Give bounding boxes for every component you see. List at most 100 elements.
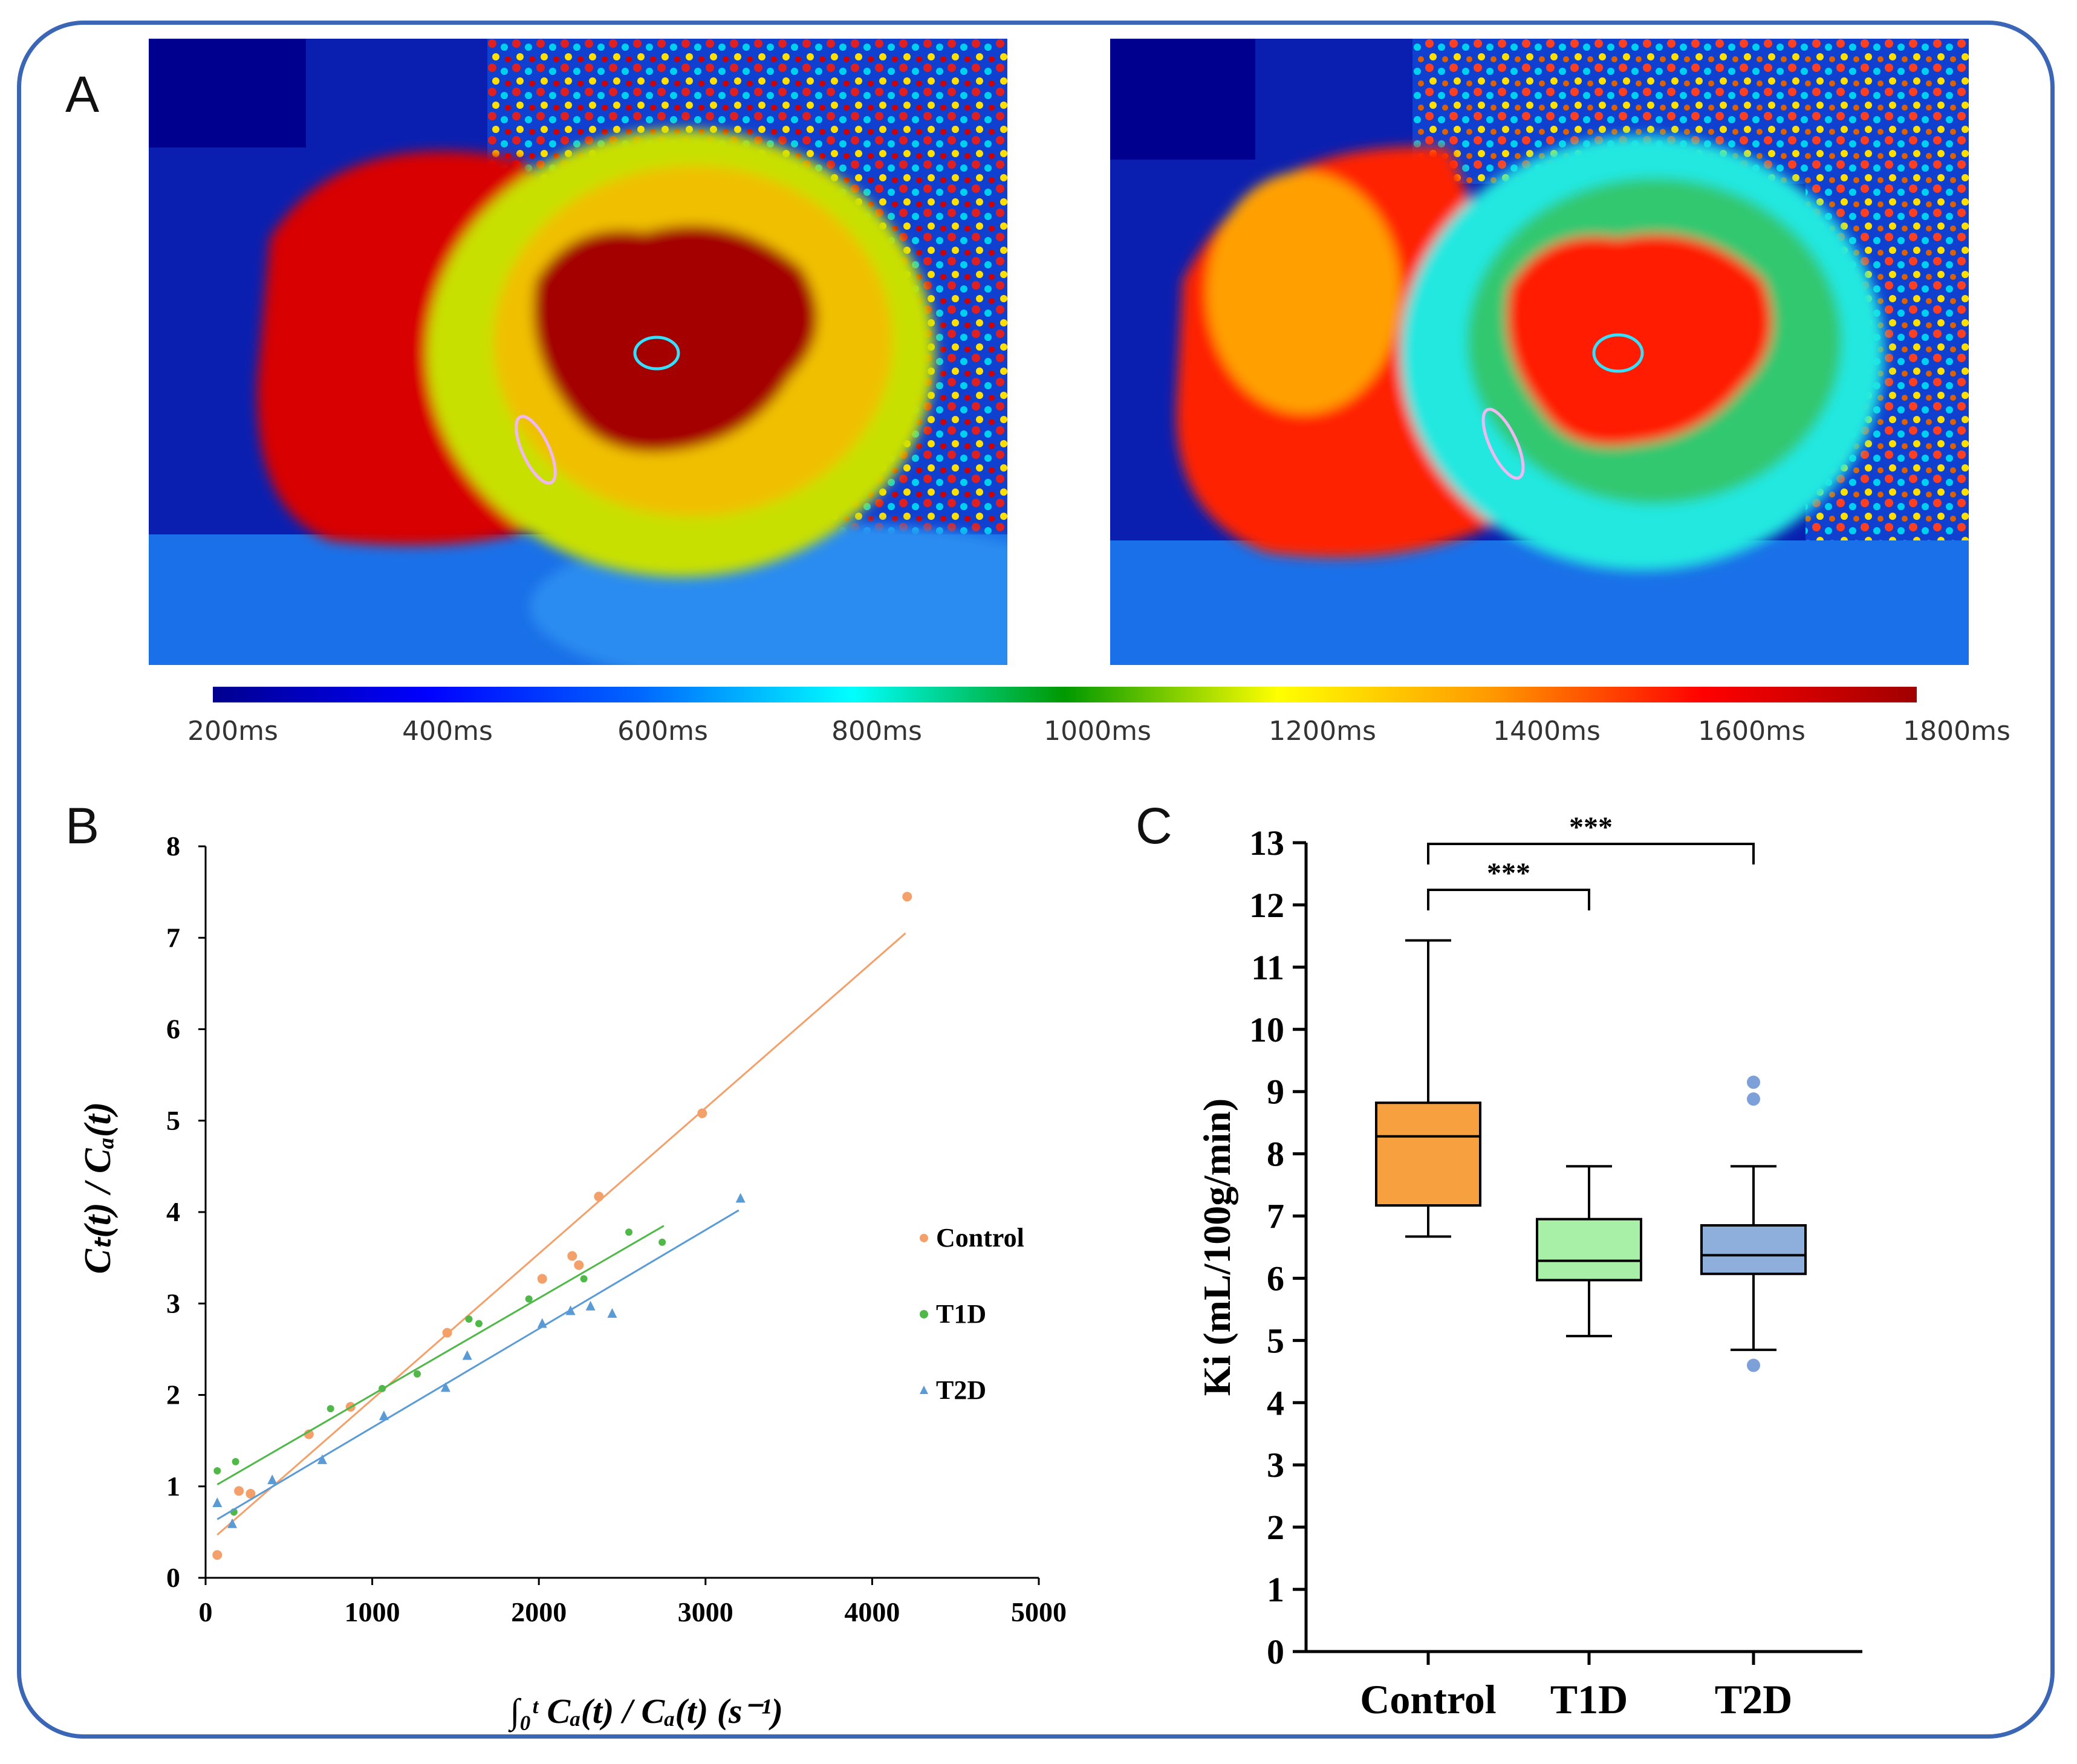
series-t2d xyxy=(212,1193,746,1528)
y-tick-label: 4 xyxy=(166,1196,180,1227)
significance-label: *** xyxy=(1569,811,1613,843)
lv-blood-pool xyxy=(1506,234,1772,446)
y-tick-label: 2 xyxy=(1267,1508,1284,1547)
colorbar-tick-label: 400ms xyxy=(402,716,493,747)
x-tick-label: T2D xyxy=(1715,1676,1792,1722)
colorbar-tick-label: 1200ms xyxy=(1269,716,1376,747)
y-tick-label: 8 xyxy=(166,831,180,861)
legend-marker xyxy=(920,1310,928,1318)
data-point xyxy=(625,1228,633,1236)
x-tick-label: 1000 xyxy=(345,1597,400,1627)
data-point xyxy=(212,1497,223,1507)
y-tick-label: 0 xyxy=(1267,1632,1284,1672)
data-point xyxy=(465,1315,473,1323)
y-tick-label: 6 xyxy=(1267,1259,1284,1298)
data-point xyxy=(537,1318,547,1328)
y-tick-label: 3 xyxy=(166,1288,180,1318)
significance-bracket: *** xyxy=(1427,857,1590,910)
y-tick-label: 12 xyxy=(1249,886,1284,925)
iqr-box xyxy=(1700,1224,1807,1276)
data-point xyxy=(574,1260,584,1270)
y-tick-label: 9 xyxy=(1267,1072,1284,1112)
y-tick-label: 6 xyxy=(166,1014,180,1045)
legend-label: Control xyxy=(936,1223,1024,1253)
data-point xyxy=(594,1192,604,1202)
colorbar xyxy=(213,687,1917,702)
colorbar-tick-label: 1600ms xyxy=(1698,716,1806,747)
bracket-line xyxy=(1427,889,1590,910)
y-axis-label: Ki (mL/100g/min) xyxy=(1195,1098,1238,1396)
data-point xyxy=(567,1251,577,1261)
y-axis-label: Cₜ(t) / Cₐ(t) xyxy=(77,1102,119,1274)
y-tick-label: 7 xyxy=(166,922,180,953)
data-point xyxy=(245,1488,256,1499)
bracket-line xyxy=(1427,843,1755,864)
x-tick-label: 2000 xyxy=(511,1597,567,1627)
data-point xyxy=(902,892,912,902)
data-point xyxy=(462,1350,472,1360)
significance-label: *** xyxy=(1487,857,1530,889)
x-tick-label: T1D xyxy=(1550,1676,1628,1722)
data-point xyxy=(414,1370,421,1378)
roi-lv-cavity xyxy=(1592,333,1644,373)
t1-map-control xyxy=(149,39,1007,665)
box-t1d xyxy=(1536,1165,1642,1338)
legend-label: T1D xyxy=(936,1299,986,1329)
data-point xyxy=(379,1384,386,1392)
box-t2d xyxy=(1700,1075,1807,1372)
y-tick-label: 3 xyxy=(1267,1445,1284,1485)
x-tick-label: 0 xyxy=(199,1597,213,1627)
data-point xyxy=(525,1295,533,1303)
fit-line xyxy=(216,932,906,1536)
iqr-box xyxy=(1375,1101,1481,1207)
data-point xyxy=(735,1193,746,1203)
legend-marker xyxy=(920,1234,928,1242)
outlier-point xyxy=(1747,1075,1760,1089)
data-point xyxy=(607,1308,617,1318)
roi-septum xyxy=(515,415,557,485)
box-control xyxy=(1375,939,1481,1238)
data-point xyxy=(317,1454,327,1464)
significance-bracket: *** xyxy=(1427,811,1755,864)
data-point xyxy=(213,1467,221,1475)
outlier-point xyxy=(1747,1092,1760,1106)
data-point xyxy=(227,1518,238,1528)
colorbar-tick-label: 800ms xyxy=(831,716,922,747)
data-point xyxy=(232,1458,239,1465)
panel-label-c: C xyxy=(1136,797,1172,854)
y-tick-label: 1 xyxy=(1267,1570,1284,1609)
panel-label-b: B xyxy=(65,797,100,854)
y-tick-label: 13 xyxy=(1249,823,1284,863)
y-tick-label: 10 xyxy=(1249,1010,1284,1049)
data-point xyxy=(658,1238,666,1246)
lv-blood-pool xyxy=(533,225,817,452)
colorbar-tick-label: 1000ms xyxy=(1044,716,1151,747)
y-tick-label: 11 xyxy=(1251,948,1284,987)
t1-map-diabetic xyxy=(1110,39,1969,665)
data-point xyxy=(379,1410,389,1421)
colorbar-tick-label: 600ms xyxy=(617,716,708,747)
y-tick-label: 4 xyxy=(1267,1383,1284,1422)
data-point xyxy=(580,1275,588,1283)
data-point xyxy=(327,1405,334,1413)
x-axis-label: ∫₀ᵗ Cₐ(t) / Cₐ(t) (s⁻¹) xyxy=(508,1691,783,1733)
data-point xyxy=(585,1300,596,1311)
y-tick-label: 1 xyxy=(166,1471,180,1502)
roi-lv-cavity xyxy=(633,336,680,371)
fit-line xyxy=(216,1209,739,1520)
legend-label: T2D xyxy=(936,1375,986,1405)
colorbar-tick-label: 1400ms xyxy=(1493,716,1601,747)
x-tick-label: Control xyxy=(1360,1676,1496,1722)
y-tick-label: 2 xyxy=(166,1380,180,1410)
data-point xyxy=(697,1108,707,1118)
outlier-point xyxy=(1747,1358,1760,1372)
y-tick-label: 0 xyxy=(166,1562,180,1593)
series-control xyxy=(212,892,912,1560)
colorbar-tick-label: 1800ms xyxy=(1903,716,2010,747)
data-point xyxy=(565,1305,576,1315)
y-tick-label: 5 xyxy=(166,1105,180,1136)
data-point xyxy=(267,1474,278,1485)
roi-septum xyxy=(1481,407,1525,480)
